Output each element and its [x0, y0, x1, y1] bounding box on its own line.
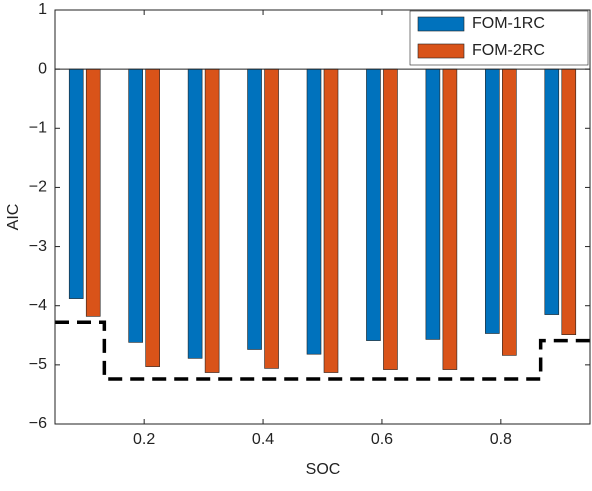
y-axis-label: AIC [5, 204, 22, 231]
y-tick-label: −1 [29, 120, 47, 137]
y-tick-label: −6 [29, 415, 47, 432]
bar [145, 68, 160, 367]
bar [442, 68, 458, 370]
legend-label: FOM-2RC [472, 42, 545, 59]
bar [323, 68, 339, 373]
x-tick-label: 0.2 [133, 431, 155, 448]
x-tick-label: 0.6 [371, 431, 393, 448]
legend-swatch [417, 43, 465, 59]
bar [204, 68, 220, 373]
x-tick-label: 0.4 [252, 431, 274, 448]
bar [68, 68, 84, 299]
bar [264, 68, 279, 369]
bar [306, 68, 322, 355]
y-tick-label: 0 [38, 60, 47, 77]
legend-label: FOM-1RC [472, 15, 545, 32]
x-axis-label: SOC [306, 461, 341, 478]
bar [366, 68, 381, 341]
y-tick-label: −3 [29, 238, 47, 255]
plot-frame [55, 10, 590, 424]
bar [85, 68, 101, 317]
legend-swatch [417, 16, 465, 32]
y-tick-label: 1 [38, 1, 47, 18]
bar [502, 68, 517, 356]
bar [544, 68, 560, 315]
bar [425, 68, 441, 340]
y-tick-label: −2 [29, 179, 47, 196]
bar [128, 68, 143, 343]
y-tick-label: −5 [29, 356, 47, 373]
y-tick-label: −4 [29, 297, 47, 314]
plot-border [54, 9, 591, 425]
bar [383, 68, 398, 370]
bar [187, 68, 203, 359]
bar [247, 68, 262, 350]
bar [485, 68, 500, 334]
bar [561, 68, 577, 335]
x-tick-label: 0.8 [490, 431, 512, 448]
